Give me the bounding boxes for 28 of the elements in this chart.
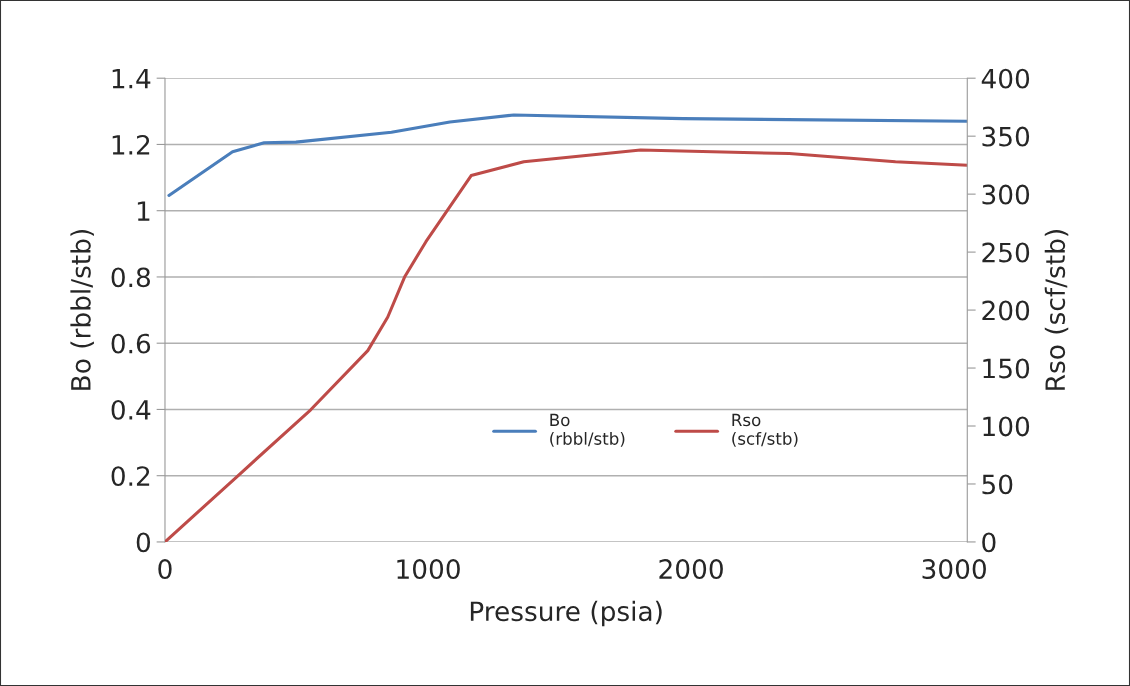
y-tick-label: 1.2 <box>112 134 150 155</box>
y-tick-label: 0.6 <box>111 333 151 354</box>
y2-tick-label: 200 <box>982 300 1030 321</box>
y2-tick-label: 50 <box>982 474 1013 495</box>
y2-tick-label: 0 <box>982 532 996 553</box>
y2-tick-label: 350 <box>982 126 1030 147</box>
x-tick-label: 2000 <box>659 559 723 580</box>
y2-tick-label: 300 <box>982 184 1030 205</box>
x-tick-label: 0 <box>158 559 172 580</box>
y-tick-label: 0.8 <box>111 267 150 288</box>
legend-label: Rso (scf/stb) <box>732 413 798 447</box>
x-tick-label: 3000 <box>922 559 986 580</box>
y2-tick-label: 150 <box>983 358 1030 379</box>
line-series <box>167 113 968 197</box>
y2-tick-label: 250 <box>982 242 1030 263</box>
y-tick-label: 1 <box>137 201 150 221</box>
y-tick-label: 0.4 <box>111 399 151 420</box>
line-series <box>164 148 968 542</box>
legend-label: Bo (rbbl/stb) <box>550 413 625 447</box>
y-tick-label: 1.4 <box>112 68 151 89</box>
y-tick-label: 0.2 <box>111 466 150 487</box>
y2-axis-title: Rso (scf/stb) <box>1044 230 1069 390</box>
y-tick-label: 0 <box>136 532 151 553</box>
y-axis-title: Bo (rbbl/stb) <box>70 230 94 390</box>
x-axis-title: Pressure (psia) <box>470 600 662 627</box>
x-tick-label: 1000 <box>397 559 460 580</box>
y2-tick-label: 100 <box>983 416 1030 437</box>
y2-tick-label: 400 <box>981 68 1030 89</box>
